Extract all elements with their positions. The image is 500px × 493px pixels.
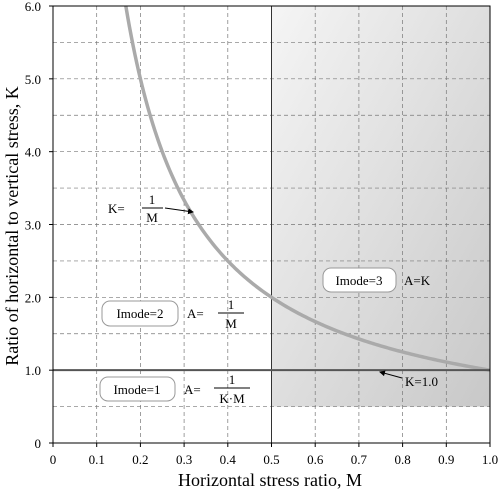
y-tick-label: 2.0 bbox=[25, 290, 41, 305]
line-label: K=1.0 bbox=[379, 370, 438, 389]
imode2-annotation: Imode=2 A= 1 M bbox=[101, 297, 244, 331]
imode2-label: Imode=2 bbox=[116, 306, 163, 321]
line-label-arrow bbox=[379, 370, 403, 379]
imode1-eq-prefix: A= bbox=[184, 382, 201, 397]
series-group bbox=[53, 5, 491, 372]
x-tick-label: 0.8 bbox=[394, 452, 410, 467]
y-tick-label: 6.0 bbox=[25, 0, 41, 14]
imode3-shaded-region bbox=[271, 6, 490, 407]
imode2-numerator: 1 bbox=[228, 297, 235, 312]
x-tick-label: 0.1 bbox=[89, 452, 105, 467]
x-tick-label: 0.7 bbox=[351, 452, 368, 467]
curve-label-denominator: M bbox=[146, 210, 158, 225]
x-tick-label: 0.2 bbox=[132, 452, 148, 467]
imode1-label: Imode=1 bbox=[113, 382, 160, 397]
x-tick-label: 0 bbox=[50, 452, 57, 467]
imode3-label: Imode=3 bbox=[335, 273, 382, 288]
x-tick-label: 0.6 bbox=[307, 452, 324, 467]
line-label-text: K=1.0 bbox=[405, 374, 438, 389]
y-tick-label: 0 bbox=[35, 436, 42, 451]
imode2-eq-prefix: A= bbox=[187, 306, 204, 321]
tick-labels: 0 0.1 0.2 0.3 0.4 0.5 0.6 0.7 0.8 0.9 1.0 0 1.0 2.0 3.… bbox=[25, 0, 498, 467]
curve-label: K= 1 M bbox=[108, 192, 194, 225]
imode3-equation: A=K bbox=[404, 273, 431, 288]
x-tick-label: 0.5 bbox=[263, 452, 279, 467]
curve-label-arrow bbox=[164, 207, 194, 215]
x-tick-label: 0.9 bbox=[438, 452, 454, 467]
x-tick-label: 0.3 bbox=[176, 452, 192, 467]
y-tick-label: 1.0 bbox=[25, 363, 41, 378]
curve-label-prefix: K= bbox=[108, 201, 125, 216]
y-axis-title: Ratio of horizontal to vertical stress, … bbox=[2, 86, 22, 365]
y-tick-label: 4.0 bbox=[25, 145, 41, 160]
curve-label-numerator: 1 bbox=[149, 192, 156, 207]
imode1-annotation: Imode=1 A= 1 K·M bbox=[99, 372, 250, 406]
imode3-annotation: Imode=3 A=K bbox=[322, 267, 431, 293]
imode3-box bbox=[322, 267, 397, 293]
x-tick-label: 1.0 bbox=[482, 452, 498, 467]
series-line-k-equals-1-over-m bbox=[124, 5, 491, 372]
y-tick-label: 5.0 bbox=[25, 72, 41, 87]
imode1-box bbox=[99, 376, 176, 402]
imode2-box bbox=[101, 300, 179, 327]
imode2-denominator: M bbox=[225, 316, 237, 331]
imode1-numerator: 1 bbox=[229, 372, 236, 387]
x-axis-title: Horizontal stress ratio, M bbox=[178, 470, 362, 490]
x-tick-label: 0.4 bbox=[220, 452, 237, 467]
imode1-denominator: K·M bbox=[219, 391, 245, 406]
y-tick-label: 3.0 bbox=[25, 218, 41, 233]
